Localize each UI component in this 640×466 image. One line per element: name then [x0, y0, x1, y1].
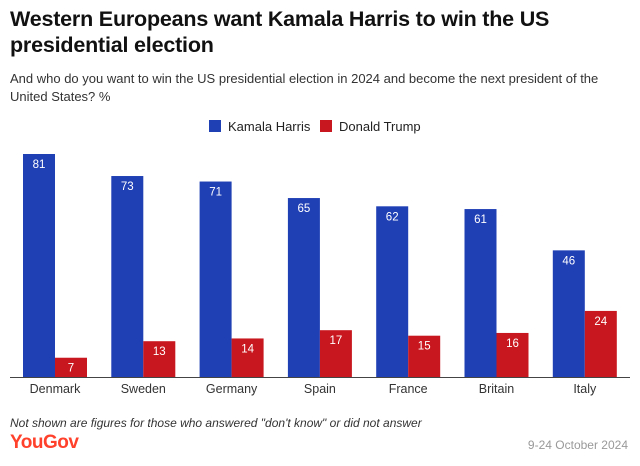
data-label-trump-italy: 24 [594, 316, 607, 328]
data-label-trump-germany: 14 [241, 343, 254, 355]
bar-trump-denmark [55, 357, 87, 377]
bar-trump-france [408, 335, 441, 377]
bar-harris-britain [464, 209, 497, 377]
legend-item-harris: Kamala Harris [209, 118, 310, 134]
legend-item-trump: Donald Trump [320, 118, 421, 134]
x-tick-label-spain: Spain [304, 382, 336, 396]
x-tick-label-sweden: Sweden [121, 382, 166, 396]
bar-chart: 81 7 Denmark 73 13 Sweden 71 14 Germany 65 17 Spain… [10, 154, 630, 396]
data-label-harris-denmark: 81 [33, 159, 46, 171]
footnote: Not shown are figures for those who answ… [10, 416, 422, 430]
bar-trump-germany [231, 338, 264, 377]
x-tick-label-italy: Italy [573, 382, 597, 396]
bar-harris-denmark [23, 154, 55, 377]
data-label-harris-italy: 46 [562, 255, 575, 267]
bar-trump-sweden [143, 341, 176, 377]
chart-subtitle: And who do you want to win the US presid… [10, 71, 599, 104]
bar-harris-france [376, 206, 409, 377]
bar-harris-italy [552, 250, 585, 377]
chart-title: Western Europeans want Kamala Harris to … [10, 7, 550, 57]
data-label-harris-germany: 71 [209, 187, 222, 199]
bar-trump-spain [319, 330, 352, 377]
bar-trump-britain [496, 332, 529, 377]
survey-date: 9-24 October 2024 [527, 438, 628, 452]
data-label-harris-france: 62 [386, 211, 399, 223]
legend-label-harris: Kamala Harris [228, 118, 311, 134]
bar-harris-sweden [111, 176, 144, 377]
bar-harris-germany [199, 181, 232, 377]
legend-swatch-trump [320, 120, 332, 132]
data-label-harris-britain: 61 [474, 214, 487, 226]
bar-trump-italy [584, 310, 617, 377]
x-tick-label-britain: Britain [479, 382, 514, 396]
data-label-trump-sweden: 13 [153, 346, 166, 358]
x-tick-label-germany: Germany [206, 382, 258, 396]
bar-harris-spain [287, 198, 320, 377]
x-tick-label-denmark: Denmark [30, 382, 81, 396]
data-label-trump-spain: 17 [330, 335, 343, 347]
legend-swatch-harris [209, 120, 221, 132]
x-tick-label-france: France [389, 382, 428, 396]
legend: Kamala Harris Donald Trump [0, 118, 640, 134]
data-label-trump-france: 15 [418, 341, 431, 353]
data-label-harris-spain: 65 [298, 203, 311, 215]
legend-label-trump: Donald Trump [339, 118, 421, 134]
data-label-trump-britain: 16 [506, 338, 519, 350]
data-label-harris-sweden: 73 [121, 181, 134, 193]
yougov-logo: YouGov [10, 432, 79, 453]
data-label-trump-denmark: 7 [68, 363, 74, 375]
